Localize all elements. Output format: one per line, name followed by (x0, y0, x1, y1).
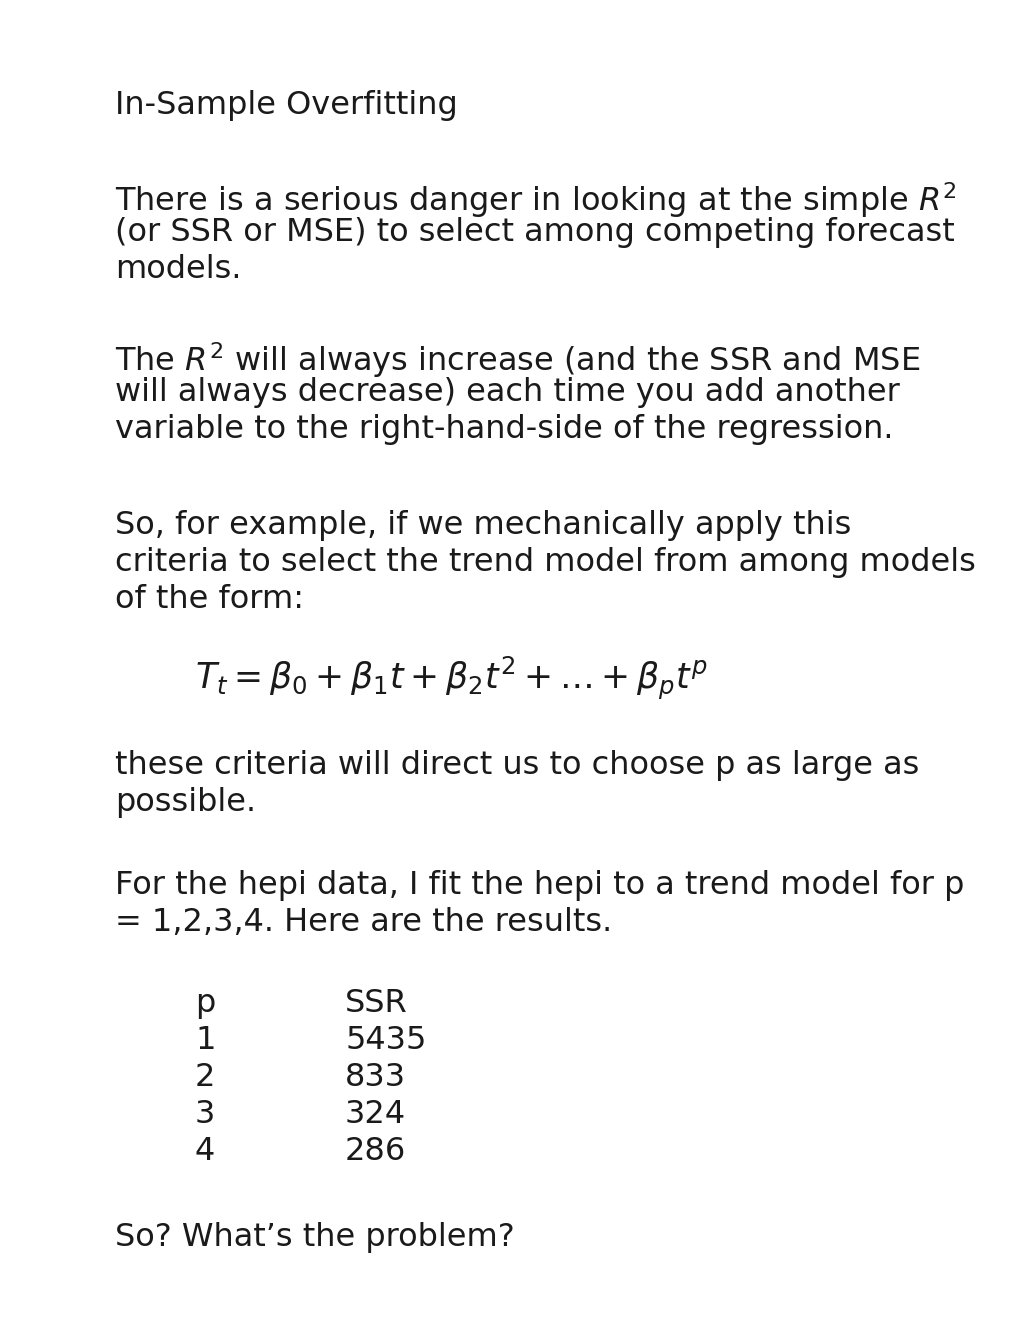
Text: of the form:: of the form: (115, 583, 304, 615)
Text: = 1,2,3,4. Here are the results.: = 1,2,3,4. Here are the results. (115, 907, 611, 939)
Text: models.: models. (115, 253, 242, 285)
Text: variable to the right-hand-side of the regression.: variable to the right-hand-side of the r… (115, 414, 893, 445)
Text: these criteria will direct us to choose p as large as: these criteria will direct us to choose … (115, 750, 918, 781)
Text: The $R^2$ will always increase (and the SSR and MSE: The $R^2$ will always increase (and the … (115, 341, 919, 380)
Text: (or SSR or MSE) to select among competing forecast: (or SSR or MSE) to select among competin… (115, 216, 954, 248)
Text: 286: 286 (344, 1137, 406, 1167)
Text: 5435: 5435 (344, 1026, 426, 1056)
Text: 1: 1 (195, 1026, 215, 1056)
Text: 4: 4 (195, 1137, 215, 1167)
Text: 324: 324 (344, 1100, 406, 1130)
Text: So, for example, if we mechanically apply this: So, for example, if we mechanically appl… (115, 510, 851, 541)
Text: 3: 3 (195, 1100, 215, 1130)
Text: 2: 2 (195, 1063, 215, 1093)
Text: p: p (195, 987, 215, 1019)
Text: For the hepi data, I fit the hepi to a trend model for p: For the hepi data, I fit the hepi to a t… (115, 870, 963, 902)
Text: criteria to select the trend model from among models: criteria to select the trend model from … (115, 546, 975, 578)
Text: will always decrease) each time you add another: will always decrease) each time you add … (115, 378, 899, 408)
Text: In-Sample Overfitting: In-Sample Overfitting (115, 90, 458, 121)
Text: 833: 833 (344, 1063, 406, 1093)
Text: $T_t = \beta_0 + \beta_1 t + \beta_2 t^2 + \ldots + \beta_p t^p$: $T_t = \beta_0 + \beta_1 t + \beta_2 t^2… (195, 655, 707, 702)
Text: There is a serious danger in looking at the simple $R^2$: There is a serious danger in looking at … (115, 180, 956, 219)
Text: SSR: SSR (344, 987, 408, 1019)
Text: possible.: possible. (115, 787, 256, 818)
Text: So? What’s the problem?: So? What’s the problem? (115, 1222, 515, 1253)
